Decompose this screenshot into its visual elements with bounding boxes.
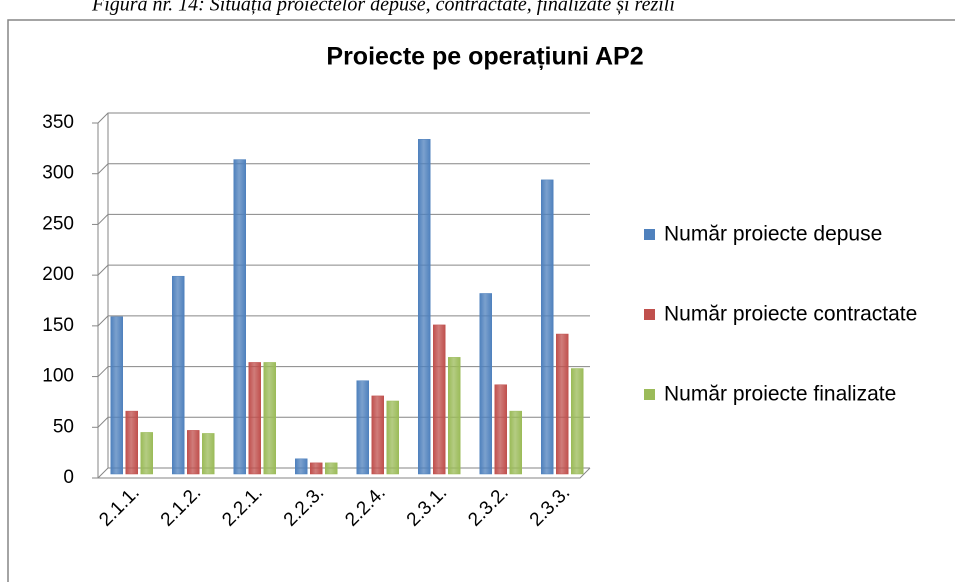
bar xyxy=(448,357,461,475)
bar xyxy=(172,275,185,475)
y-tick-label: 350 xyxy=(42,112,74,133)
legend-swatch xyxy=(644,389,655,400)
grid-line xyxy=(97,163,590,175)
bar xyxy=(386,400,399,475)
x-tick-label: 2.2.3. xyxy=(280,482,328,530)
legend-label: Număr proiecte finalizate xyxy=(664,383,896,406)
bar xyxy=(479,293,492,475)
legend-label: Număr proiecte contractate xyxy=(664,303,917,326)
bar xyxy=(325,462,338,475)
legend-swatch xyxy=(644,309,655,320)
bar xyxy=(187,430,200,475)
y-tick-label: 200 xyxy=(42,264,74,285)
grid-line xyxy=(97,213,590,225)
x-tick-label: 2.3.2. xyxy=(464,482,512,530)
bar xyxy=(295,458,308,475)
bar xyxy=(356,380,369,475)
grid-line xyxy=(97,366,590,377)
bar xyxy=(556,333,569,475)
bar xyxy=(571,368,584,475)
y-tick-label: 250 xyxy=(42,213,74,234)
chart-title: Proiecte pe operațiuni AP2 xyxy=(326,43,643,71)
grid-line xyxy=(97,264,590,276)
grid-line xyxy=(97,315,590,327)
chart-frame xyxy=(7,19,955,582)
bar xyxy=(233,159,246,475)
grid-line xyxy=(97,112,590,124)
bar xyxy=(418,139,431,475)
y-tick-label: 0 xyxy=(63,467,74,488)
bar xyxy=(110,316,123,475)
bar xyxy=(433,324,446,475)
figure-caption: Figura nr. 14: Situația proiectelor depu… xyxy=(91,0,675,16)
bar xyxy=(248,362,261,475)
y-tick-label: 50 xyxy=(53,416,74,437)
y-tick-label: 300 xyxy=(42,163,74,184)
legend-swatch xyxy=(644,229,655,240)
legend-label: Număr proiecte depuse xyxy=(664,223,882,246)
bar xyxy=(125,410,138,475)
bar xyxy=(541,179,554,475)
bar xyxy=(371,395,384,475)
y-tick-label: 100 xyxy=(42,366,74,387)
bar xyxy=(263,362,276,475)
x-tick-label: 2.2.1. xyxy=(218,482,266,530)
bar xyxy=(310,462,323,475)
x-tick-label: 2.3.1. xyxy=(403,482,451,530)
bar xyxy=(140,432,153,475)
x-tick-label: 2.2.4. xyxy=(341,482,389,530)
x-tick-label: 2.3.3. xyxy=(526,482,574,530)
floor xyxy=(98,467,591,479)
bar xyxy=(494,384,507,475)
bar xyxy=(509,410,522,475)
x-tick-label: 2.1.1. xyxy=(95,482,143,530)
x-tick-label: 2.1.2. xyxy=(157,482,205,530)
y-tick-label: 150 xyxy=(42,315,74,336)
bar xyxy=(202,433,215,475)
